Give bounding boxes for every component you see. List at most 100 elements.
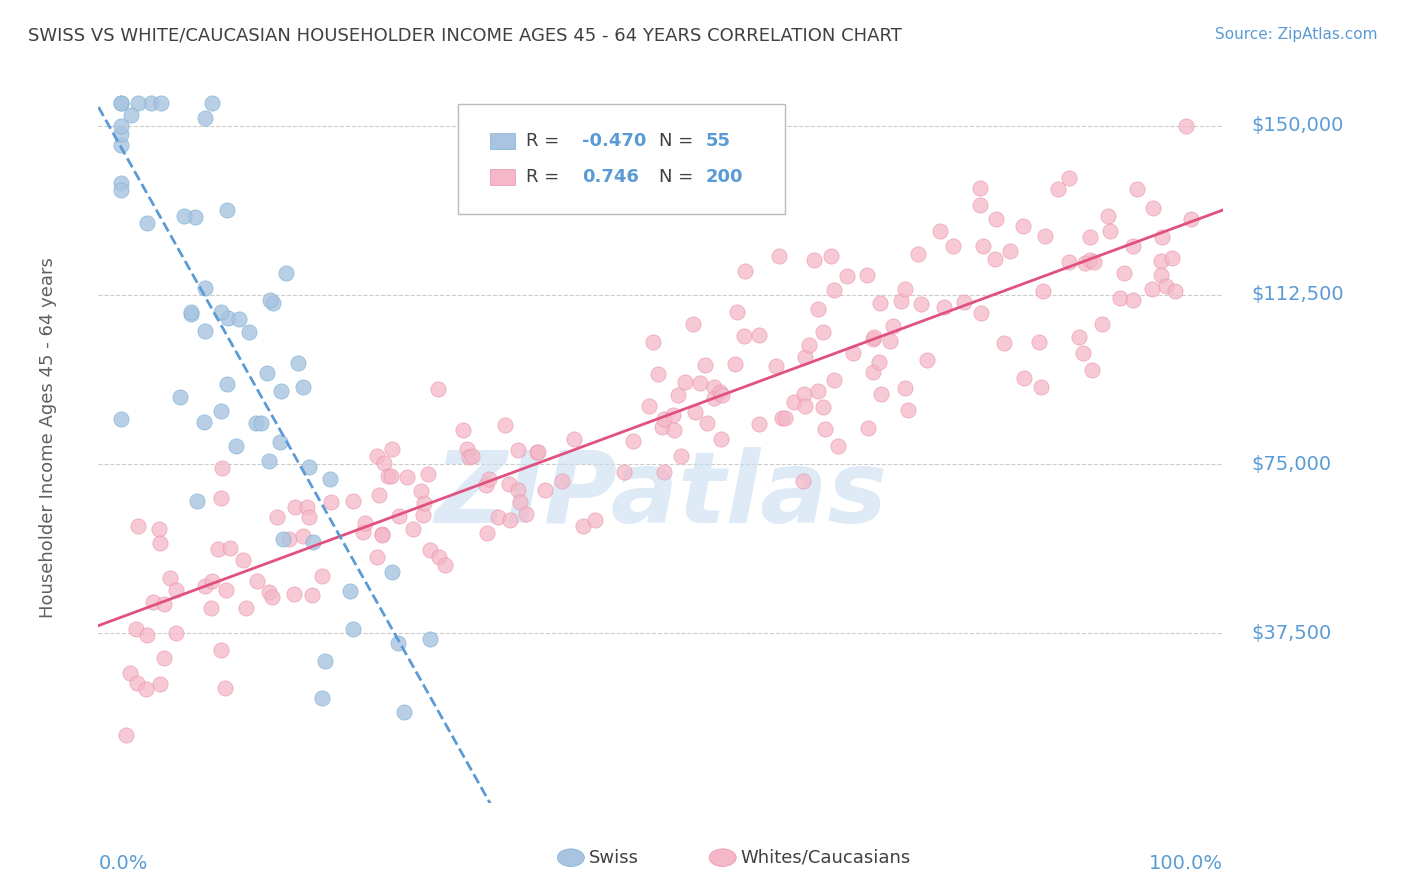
Point [725,305,748,319]
Point [1142,201,1164,215]
Point [562,432,585,446]
Text: Whites/Caucasians: Whites/Caucasians [741,848,911,867]
Point [709,384,731,399]
Point [301,588,323,602]
Point [110,95,132,110]
Point [734,264,756,278]
Point [110,183,132,197]
Point [193,281,215,295]
Point [1150,268,1173,282]
Point [292,529,315,543]
Point [395,470,418,484]
Point [551,475,574,489]
Point [217,310,239,325]
Point [249,416,271,430]
Point [159,571,181,585]
Point [456,442,478,456]
Point [668,388,690,402]
Point [682,317,704,331]
Point [820,249,842,263]
Point [506,483,529,497]
Point [319,472,342,486]
Point [862,332,884,346]
Point [651,420,673,434]
Point [768,249,790,263]
Point [207,541,229,556]
Point [969,181,991,195]
Point [169,390,191,404]
Point [110,177,132,191]
Point [150,95,173,110]
Point [1175,119,1198,133]
Point [110,119,132,133]
Point [124,622,146,636]
Point [1029,380,1052,394]
Point [652,412,675,426]
Point [1032,284,1054,298]
Point [970,306,993,320]
Point [165,626,187,640]
Point [803,252,825,267]
Point [862,365,884,379]
Point [256,366,278,380]
Point [1028,334,1050,349]
Point [641,335,664,350]
Point [215,582,238,597]
Point [201,574,224,588]
Point [215,376,238,391]
Point [366,550,388,565]
Point [311,691,333,706]
Point [870,387,893,401]
Point [662,409,685,423]
Point [427,549,450,564]
Point [1140,282,1163,296]
Point [412,495,434,509]
Point [165,582,187,597]
Point [257,453,280,467]
Point [262,296,284,310]
Circle shape [557,849,585,866]
Point [897,402,920,417]
Point [297,500,319,515]
Point [1057,255,1080,269]
Point [515,507,537,521]
Point [260,590,283,604]
Point [498,476,520,491]
Point [136,628,159,642]
Point [118,666,141,681]
Point [724,358,747,372]
Point [228,312,250,326]
Text: Source: ZipAtlas.com: Source: ZipAtlas.com [1215,27,1378,42]
Point [842,346,865,360]
Point [917,352,939,367]
Point [1164,285,1187,299]
Point [366,449,388,463]
Point [211,461,233,475]
Point [381,566,404,580]
Text: $150,000: $150,000 [1251,116,1344,135]
Point [702,380,724,394]
Point [748,417,770,431]
Point [291,379,314,393]
Point [381,442,404,456]
Point [201,95,224,110]
Text: Swiss: Swiss [589,848,638,867]
Point [180,305,202,319]
Point [683,405,706,419]
Point [799,338,821,352]
Point [387,635,409,649]
Point [693,358,716,372]
Point [380,469,402,483]
Point [773,411,796,425]
Point [194,579,217,593]
Text: 100.0%: 100.0% [1149,854,1223,873]
Point [1074,256,1097,270]
Point [451,424,474,438]
Point [1097,209,1119,223]
FancyBboxPatch shape [458,104,785,214]
Point [1057,171,1080,186]
Point [419,542,441,557]
Point [1154,279,1177,293]
Point [823,284,845,298]
Point [827,439,849,453]
